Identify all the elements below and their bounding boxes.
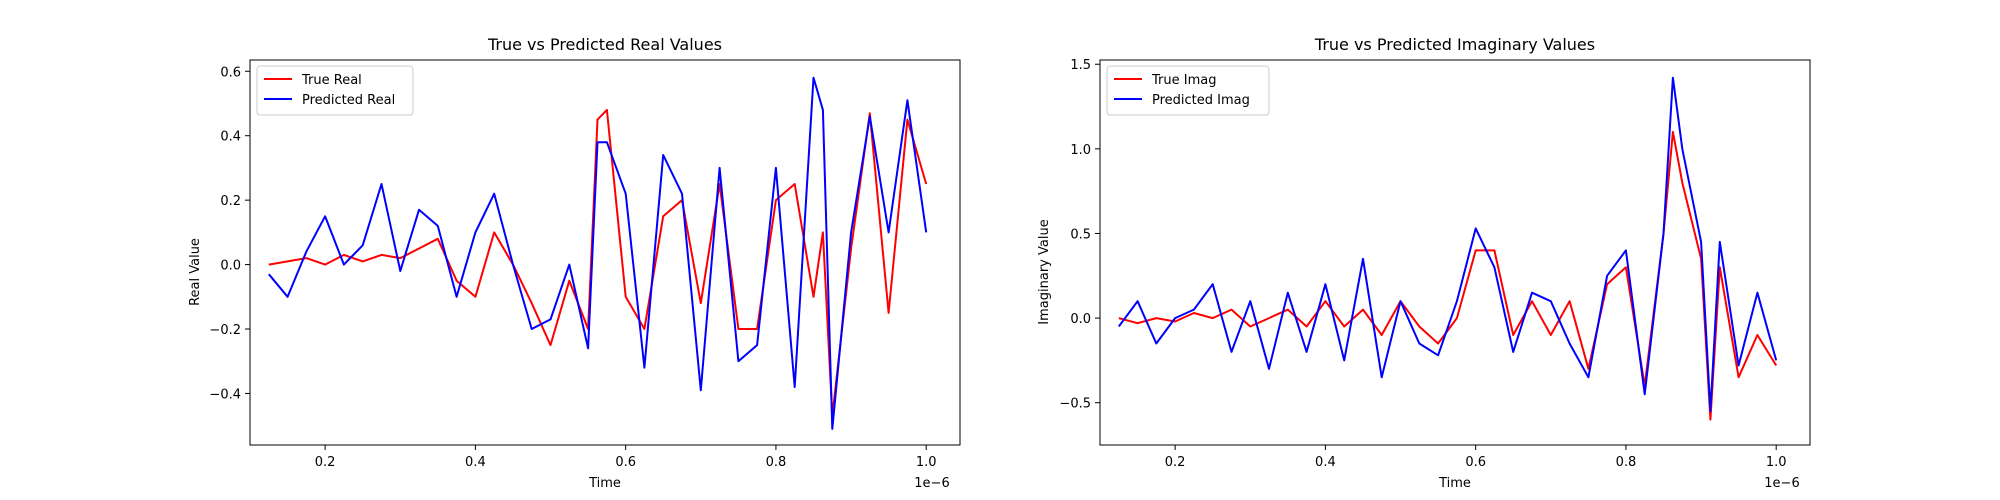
axes-frame-real	[249, 59, 961, 446]
y-axis-label-imag: Imaginary Value	[1037, 219, 1052, 324]
y-tick-label-real: −0.4	[209, 387, 241, 402]
x-offset-label-real: 1e−6	[914, 476, 949, 491]
legend-box-real	[256, 65, 414, 116]
plot-area-real: 0.2 0.4 0.6 0.8 1.0 −0.4 −0.2 0.0 0.2 0.4 0.6	[209, 59, 961, 470]
y-tick-label-real: 0.4	[220, 130, 241, 145]
y-tick-label-real: 0.2	[220, 194, 241, 209]
chart-real: True vs Predicted Real Values 0.2 0.4 0.6 0…	[188, 35, 961, 491]
x-tick-label-real: 0.8	[766, 455, 787, 470]
y-tick-label-imag: −0.5	[1059, 397, 1091, 412]
y-tick-label-imag: 0.0	[1070, 312, 1091, 327]
y-tick-label-real: 0.0	[220, 259, 241, 274]
series-line-true-imag	[1118, 130, 1778, 421]
series-line-predicted-real	[268, 76, 928, 430]
x-tick-label-imag: 0.8	[1616, 455, 1637, 470]
x-tick-label-real: 0.6	[615, 455, 636, 470]
y-tick-label-imag: 0.5	[1070, 227, 1091, 242]
legend-label-true-real: True Real	[301, 73, 362, 88]
x-tick-label-imag: 0.6	[1465, 455, 1486, 470]
series-line-true-real	[268, 108, 928, 417]
y-tick-label-imag: 1.0	[1070, 143, 1091, 158]
x-axis-label-imag: Time	[1438, 476, 1471, 491]
legend-label-true-imag: True Imag	[1151, 73, 1216, 88]
x-tick-label-real: 0.2	[315, 455, 336, 470]
x-offset-label-imag: 1e−6	[1764, 476, 1799, 491]
legend-real: True Real Predicted Real	[256, 65, 414, 116]
plot-area-imag: 0.2 0.4 0.6 0.8 1.0 −0.5 0.0 0.5 1.0 1.5	[1059, 58, 1811, 470]
axes-frame-imag	[1099, 59, 1811, 446]
x-tick-label-imag: 0.4	[1315, 455, 1336, 470]
x-tick-label-real: 0.4	[465, 455, 486, 470]
series-line-predicted-imag	[1117, 76, 1778, 413]
x-axis-label-real: Time	[588, 476, 621, 491]
y-axis-label-real: Real Value	[188, 238, 203, 306]
legend-label-predicted-imag: Predicted Imag	[1152, 93, 1250, 108]
x-tick-label-imag: 0.2	[1165, 455, 1186, 470]
x-tick-label-real: 1.0	[916, 455, 937, 470]
y-tick-label-imag: 1.5	[1070, 58, 1091, 73]
legend-box-imag	[1106, 65, 1270, 116]
y-tick-label-real: −0.2	[209, 323, 241, 338]
legend-label-predicted-real: Predicted Real	[302, 93, 395, 108]
chart-title-real: True vs Predicted Real Values	[487, 35, 722, 54]
chart-imag: True vs Predicted Imaginary Values 0.2 0.…	[1037, 35, 1811, 491]
x-tick-label-imag: 1.0	[1766, 455, 1787, 470]
chart-title-imag: True vs Predicted Imaginary Values	[1314, 35, 1595, 54]
y-tick-label-real: 0.6	[220, 65, 241, 80]
legend-imag: True Imag Predicted Imag	[1106, 65, 1270, 116]
